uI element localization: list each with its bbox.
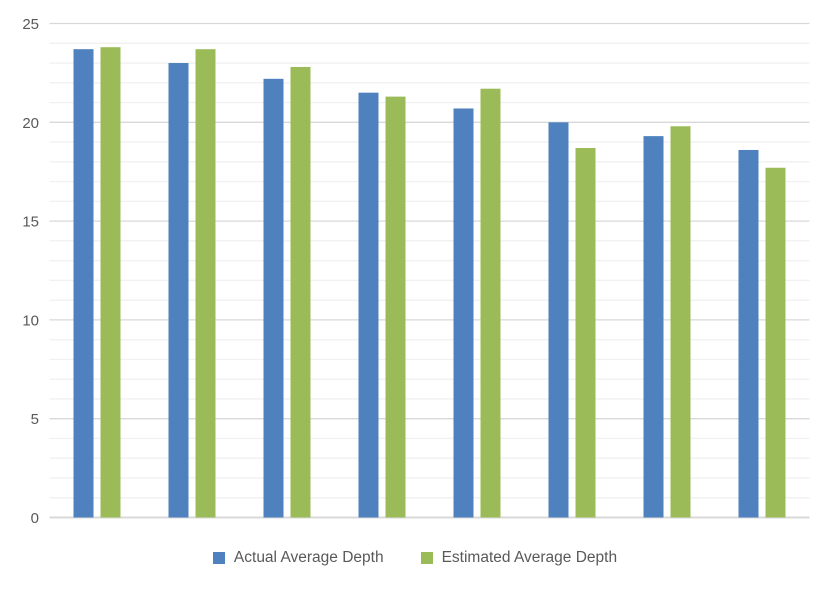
bar-series0-group8 [738,149,759,518]
bar-series1-group6 [575,147,596,518]
bar-series0-group3 [263,78,284,518]
y-tick-label: 0 [31,510,39,527]
y-tick-label: 15 [22,214,39,231]
legend-label-actual: Actual Average Depth [233,549,384,566]
bar-series0-group6 [548,122,569,518]
bar-series0-group5 [453,108,474,518]
bar-series0-group2 [168,63,189,518]
bar-series0-group1 [73,49,94,518]
legend-swatch-actual-icon [212,552,225,564]
bar-series1-group7 [670,126,691,518]
legend-item-estimated: Estimated Average Depth [420,549,618,567]
bar-series1-group2 [195,49,216,518]
chart-legend: Actual Average Depth Estimated Average D… [0,549,830,567]
legend-swatch-estimated-icon [420,552,433,564]
plot-area: 0 5 10 15 20 25 [22,16,810,527]
bar-series0-group7 [643,136,664,518]
bar-series0-group4 [358,92,379,518]
bar-series1-group5 [480,88,501,518]
y-tick-label: 25 [22,16,39,33]
bar-series1-group8 [765,167,786,518]
y-tick-label: 5 [31,411,39,428]
y-tick-label: 20 [22,115,39,132]
bar-series1-group4 [385,96,406,518]
legend-item-actual: Actual Average Depth [212,549,384,567]
y-tick-label: 10 [22,312,39,329]
legend-label-estimated: Estimated Average Depth [441,549,618,566]
bar-series1-group3 [290,66,311,518]
bar-series1-group1 [100,47,121,518]
